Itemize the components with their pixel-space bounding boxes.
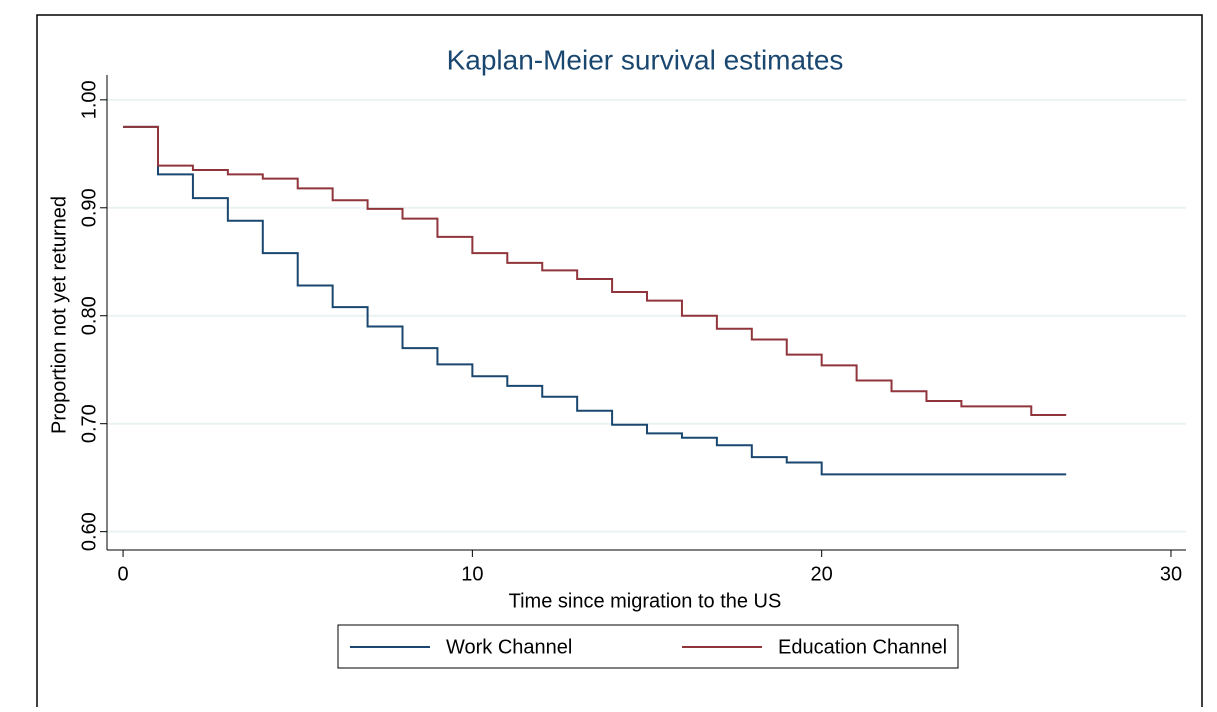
- x-axis-label: Time since migration to the US: [509, 590, 782, 612]
- y-tick-label: 0.70: [78, 404, 100, 443]
- survival-line: [123, 125, 1067, 476]
- legend-box: [337, 624, 959, 669]
- x-tick-label: 0: [118, 563, 129, 585]
- y-tick-label: 0.90: [78, 188, 100, 227]
- chart-title: Kaplan-Meier survival estimates: [447, 44, 844, 75]
- frame: [36, 14, 1203, 712]
- y-tick-label: 0.80: [78, 296, 100, 335]
- legend-label: Work Channel: [446, 636, 572, 658]
- y-tick-label: 0.60: [78, 512, 100, 551]
- y-axis-label: Proportion not yet returned: [48, 196, 70, 434]
- x-tick-label: 30: [1160, 563, 1182, 585]
- x-tick-label: 20: [811, 563, 833, 585]
- survival-line: [123, 125, 1067, 417]
- x-tick-label: 10: [461, 563, 483, 585]
- y-tick-label: 1.00: [78, 80, 100, 119]
- legend-label: Education Channel: [778, 636, 947, 658]
